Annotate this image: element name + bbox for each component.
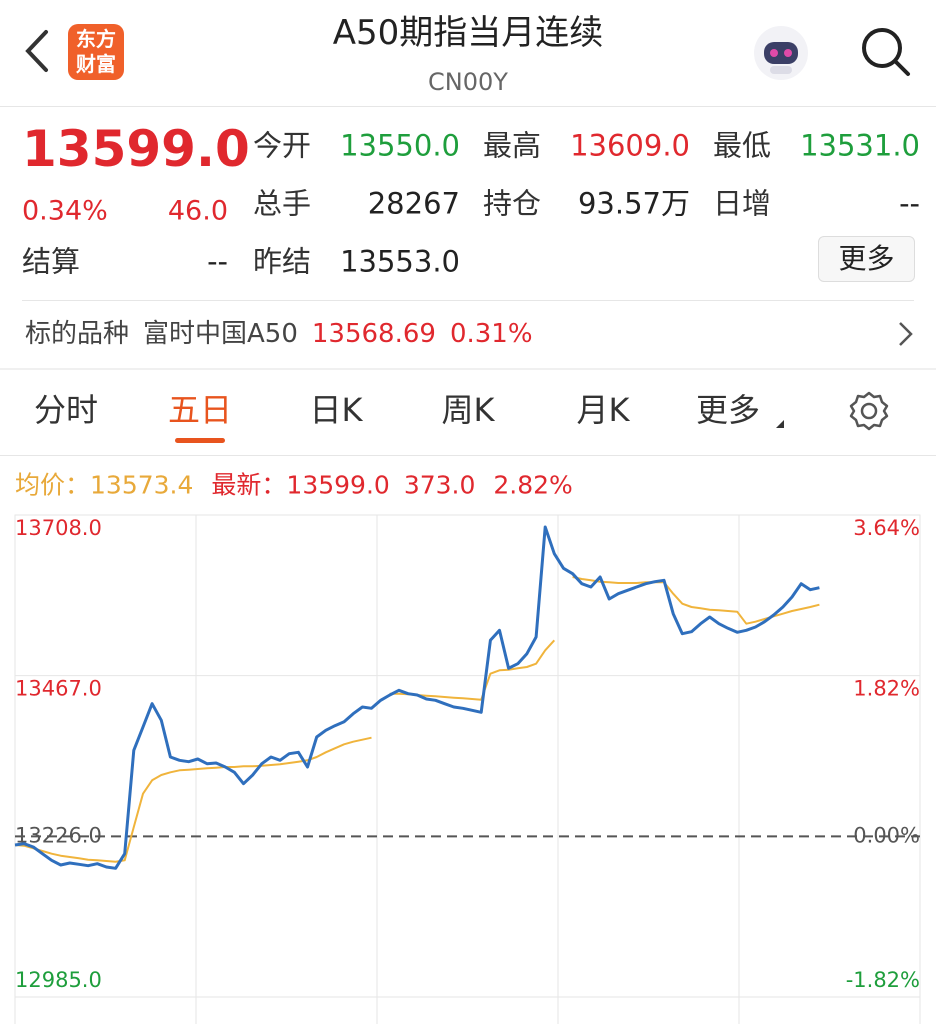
tab[interactable]: 五日 (167, 391, 232, 429)
tab[interactable]: 分时 (33, 391, 98, 429)
field-value: 13531.0 (800, 128, 920, 163)
field-value: 28267 (367, 186, 460, 221)
logo[interactable]: 东方 财富 (68, 24, 124, 80)
legend-value: 13573.4 (90, 470, 194, 500)
intraday-chart: 12985.0 -1.82% 13226.0 0.00% 13467.0 1.82% 137… (14, 514, 921, 1024)
underlying-price: 13568.69 (311, 319, 436, 349)
search-button[interactable] (858, 24, 912, 78)
plot-frame (14, 514, 921, 1024)
tab[interactable]: 日K (309, 391, 363, 429)
field-value: 93.57万 (577, 186, 690, 221)
y-tick-label: 13226.0 (15, 823, 102, 847)
y-tick-label: 12985.0 (15, 968, 102, 992)
dropdown-caret (776, 420, 784, 428)
y2-tick-label: 1.82% (853, 677, 920, 701)
legend-label: 均价： (15, 470, 91, 500)
field-label: 持仓 (483, 186, 542, 221)
tab[interactable]: 周K (441, 391, 495, 429)
y2-tick-label: -1.82% (846, 968, 920, 992)
price-line (14, 576, 820, 863)
field-value: -- (899, 186, 920, 221)
legend-label: 最新： (211, 470, 287, 500)
price-line (14, 525, 820, 870)
field-label: 总手 (253, 186, 312, 221)
legend-value: 13599.0 (286, 470, 390, 500)
field-label: 最高 (483, 128, 542, 163)
page-title: A50期指当月连续 (332, 13, 604, 53)
page-code: CN00Y (428, 68, 508, 96)
last-price: 13599.0 (22, 120, 250, 178)
change-pct: 0.34% (22, 195, 108, 227)
assistant-avatar[interactable] (752, 24, 810, 82)
legend-value: 373.0 (403, 470, 476, 500)
tab-indicator (175, 438, 225, 443)
tab[interactable]: 更多 (695, 391, 760, 429)
chevron (899, 322, 913, 346)
tab[interactable]: 月K (576, 391, 630, 429)
y-tick-label: 13467.0 (15, 677, 102, 701)
underlying-change: 0.31% (449, 319, 533, 349)
underlying-row[interactable]: 标的品种 富时中国A50 13568.69 0.31% (25, 321, 533, 347)
y-tick-label: 13708.0 (15, 516, 102, 540)
field-value: 13609.0 (570, 128, 690, 163)
field-label: 日增 (713, 186, 772, 221)
underlying-label: 标的品种 (25, 319, 130, 349)
y2-tick-label: 0.00% (853, 823, 920, 847)
back-button[interactable] (22, 28, 52, 74)
more-button[interactable]: 更多 (818, 236, 915, 282)
field-label: 今开 (253, 128, 312, 163)
logo-text: 东方 (76, 27, 116, 51)
field-value: 13553.0 (340, 244, 460, 279)
logo-text: 财富 (76, 52, 116, 76)
field-value: -- (207, 244, 228, 279)
field-label: 结算 (22, 244, 81, 279)
underlying-name: 富时中国A50 (143, 319, 298, 349)
y2-tick-label: 3.64% (853, 516, 920, 540)
legend-value: 2.82% (493, 470, 573, 500)
settings-button[interactable] (848, 390, 890, 432)
field-label: 最低 (713, 128, 772, 163)
change: 46.0 (167, 195, 228, 227)
field-value: 13550.0 (340, 128, 460, 163)
field-label: 昨结 (253, 244, 312, 279)
chart-legend: 均价： 13573.4 最新： 13599.0 373.0 2.82% (15, 473, 573, 498)
